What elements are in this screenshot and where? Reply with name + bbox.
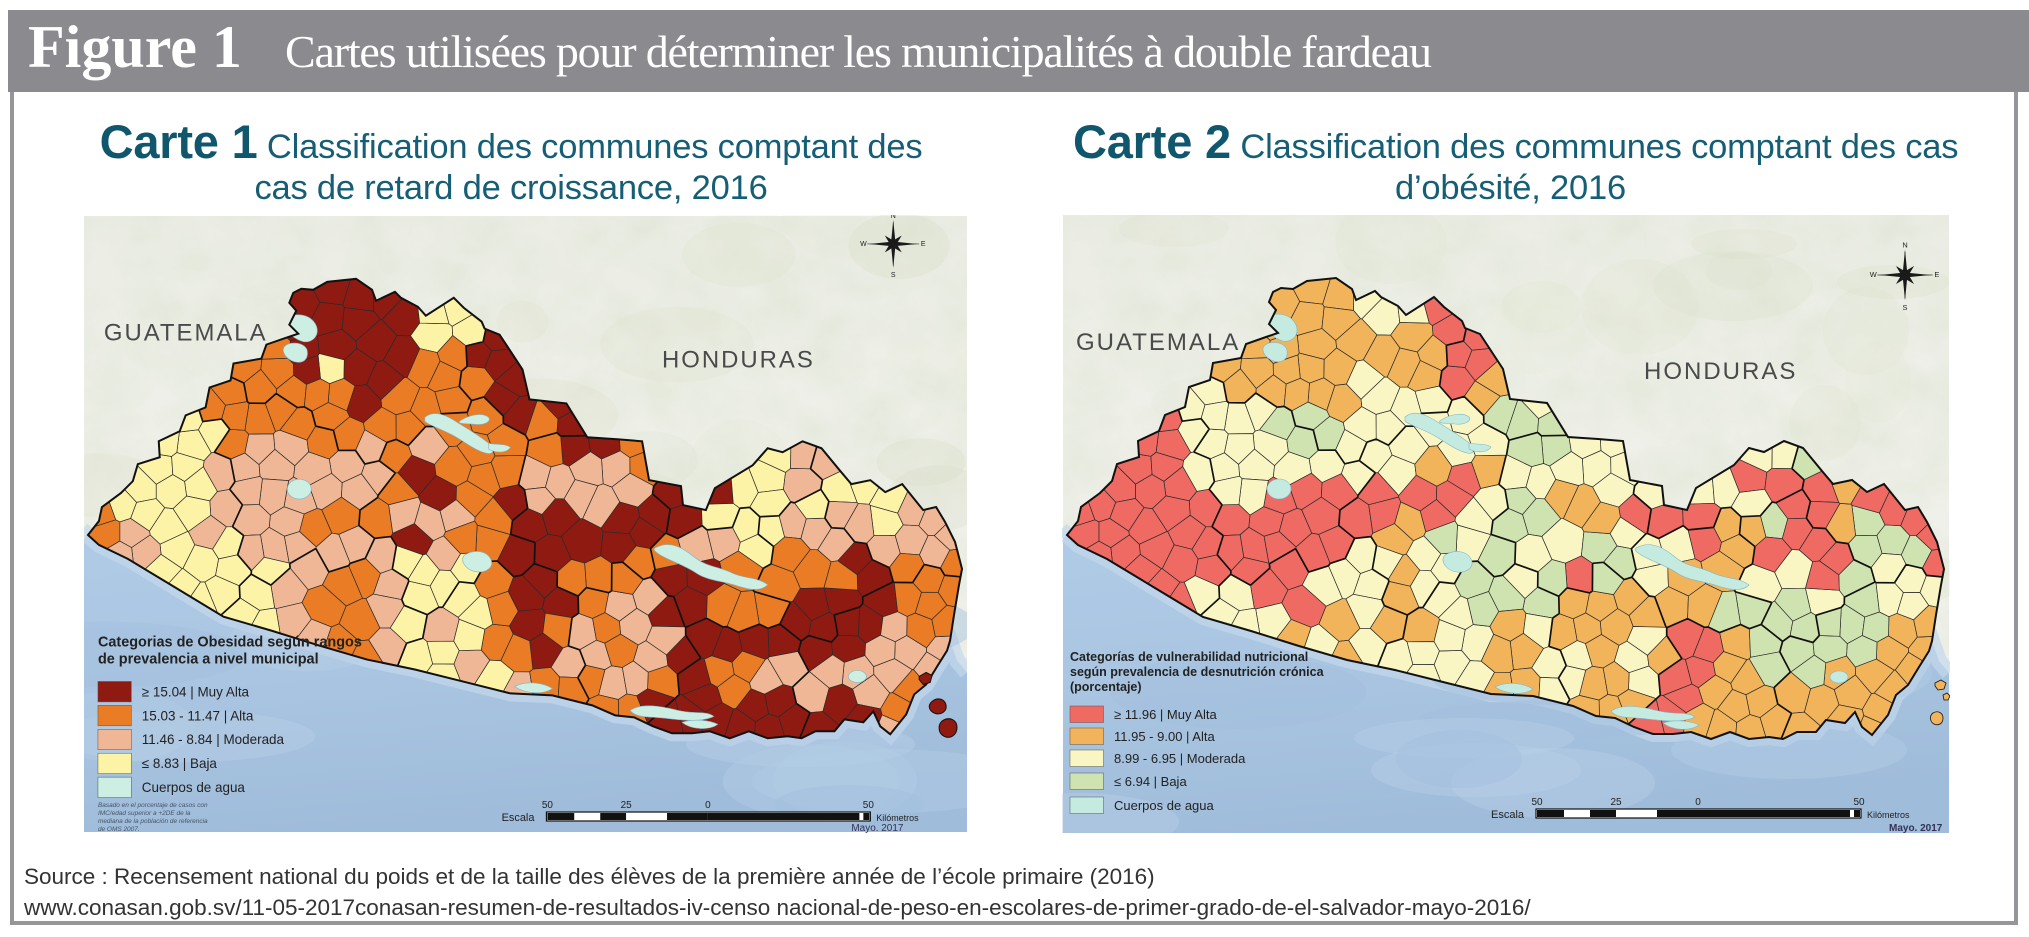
svg-text:N: N — [891, 215, 896, 220]
svg-text:≤ 8.83 | Baja: ≤ 8.83 | Baja — [142, 756, 218, 771]
svg-text:Kilómetros: Kilómetros — [876, 813, 919, 823]
svg-text:W: W — [1870, 270, 1877, 279]
svg-text:Mayo. 2017: Mayo. 2017 — [1889, 823, 1943, 833]
svg-text:de OMS 2007.: de OMS 2007. — [98, 826, 140, 833]
svg-text:≥ 11.96 | Muy Alta: ≥ 11.96 | Muy Alta — [1114, 707, 1218, 722]
svg-text:GUATEMALA: GUATEMALA — [104, 320, 268, 347]
svg-text:15.03 - 11.47 | Alta: 15.03 - 11.47 | Alta — [142, 708, 254, 723]
svg-text:mediana de la población de ref: mediana de la población de referencia — [98, 818, 208, 825]
svg-text:Kilómetros: Kilómetros — [1867, 810, 1910, 820]
svg-text:W: W — [860, 241, 867, 248]
svg-text:11.95 - 9.00 | Alta: 11.95 - 9.00 | Alta — [1114, 729, 1215, 744]
svg-text:50: 50 — [863, 800, 875, 811]
svg-text:HONDURAS: HONDURAS — [1644, 358, 1797, 385]
svg-text:IMC/edad superior a +2DE de la: IMC/edad superior a +2DE de la — [98, 810, 191, 817]
svg-text:(porcentaje): (porcentaje) — [1070, 680, 1142, 694]
svg-text:25: 25 — [1610, 797, 1622, 808]
svg-text:Categorías de vulnerabilidad n: Categorías de vulnerabilidad nutricional — [1070, 650, 1308, 664]
svg-text:≥ 15.04 | Muy Alta: ≥ 15.04 | Muy Alta — [142, 684, 250, 699]
svg-text:0: 0 — [1695, 797, 1701, 808]
svg-text:Cuerpos de agua: Cuerpos de agua — [142, 780, 246, 795]
svg-text:≤ 6.94 | Baja: ≤ 6.94 | Baja — [1114, 774, 1187, 789]
svg-text:50: 50 — [1531, 797, 1543, 808]
svg-text:GUATEMALA: GUATEMALA — [1076, 329, 1240, 356]
svg-text:Cuerpos de agua: Cuerpos de agua — [1114, 798, 1215, 813]
svg-text:Categorias de Obesidad según r: Categorias de Obesidad según rangos — [98, 635, 362, 651]
svg-text:según prevalencia de desnutric: según prevalencia de desnutrición crónic… — [1070, 665, 1325, 679]
svg-text:S: S — [1903, 303, 1908, 312]
svg-text:8.99 - 6.95 | Moderada: 8.99 - 6.95 | Moderada — [1114, 751, 1246, 766]
svg-text:11.46 - 8.84 | Moderada: 11.46 - 8.84 | Moderada — [142, 732, 285, 747]
svg-text:50: 50 — [1853, 797, 1865, 808]
svg-text:Escala: Escala — [1491, 809, 1525, 821]
svg-text:50: 50 — [542, 800, 554, 811]
svg-text:0: 0 — [705, 800, 711, 811]
svg-text:HONDURAS: HONDURAS — [662, 347, 815, 374]
svg-text:Escala: Escala — [502, 812, 536, 824]
svg-text:E: E — [921, 241, 926, 248]
svg-text:25: 25 — [621, 800, 633, 811]
svg-text:N: N — [1902, 240, 1907, 249]
svg-text:de prevalencia a nivel municip: de prevalencia a nivel municipal — [98, 652, 319, 668]
svg-text:E: E — [1934, 270, 1939, 279]
svg-text:Mayo. 2017: Mayo. 2017 — [851, 823, 903, 833]
svg-text:Basado en el porcentaje de cas: Basado en el porcentaje de casos con — [98, 802, 208, 809]
svg-text:S: S — [891, 272, 896, 279]
